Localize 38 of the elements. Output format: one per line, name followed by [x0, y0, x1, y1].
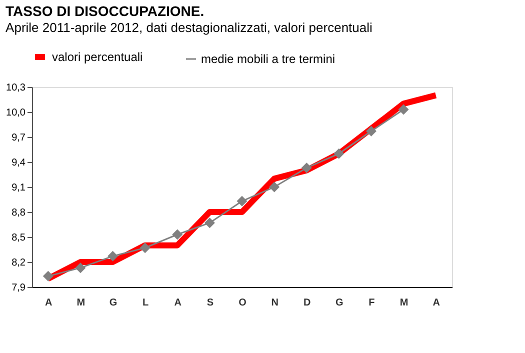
x-tick-label: A	[432, 298, 440, 308]
y-tick-label: 8,5	[12, 232, 26, 244]
y-tick-label: 8,8	[12, 208, 26, 218]
point	[398, 104, 409, 115]
x-tick-label: O	[238, 298, 247, 308]
point	[236, 196, 248, 206]
point	[172, 229, 183, 240]
y-tick-label: 9,4	[12, 158, 26, 168]
chart-subtitle: Aprile 2011-aprile 2012, dati destagionalizzati, valori percentuali	[6, 20, 373, 35]
y-tick-label: 8,2	[12, 258, 26, 268]
chart-title: TASSO DI DISOCCUPAZIONE.	[6, 3, 204, 19]
point	[334, 148, 344, 159]
y-tick-label: 7,9	[12, 282, 26, 294]
legend-label: medie mobili a tre termini	[201, 52, 336, 66]
point	[108, 250, 118, 262]
x-tick-label: D	[304, 298, 311, 308]
point	[366, 126, 376, 136]
y-tick-label: 10,0	[6, 108, 26, 118]
x-tick-label: F	[368, 298, 375, 308]
x-tick-label: N	[271, 298, 278, 308]
point	[75, 262, 86, 274]
x-tick-label: M	[400, 298, 408, 308]
legend-label: valori percentuali	[52, 50, 143, 64]
point	[204, 218, 215, 228]
point	[42, 270, 54, 282]
x-tick-label: A	[45, 298, 52, 308]
point	[140, 242, 150, 254]
y-tick-label: 9,1	[12, 182, 26, 194]
y-tick-label: 10,3	[6, 82, 26, 94]
x-tick-label: G	[336, 298, 344, 308]
point	[269, 182, 280, 192]
y-tick-label: 9,7	[12, 132, 26, 144]
point	[301, 162, 312, 174]
x-tick-label: L	[142, 298, 149, 308]
x-tick-label: G	[109, 298, 118, 308]
x-tick-label: S	[206, 298, 214, 308]
x-tick-label: M	[76, 298, 86, 308]
x-tick-label: A	[174, 298, 182, 308]
